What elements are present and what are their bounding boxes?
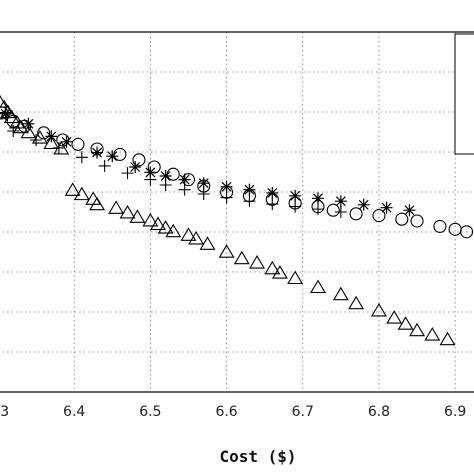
data-point-triangle bbox=[409, 322, 426, 337]
data-point-star bbox=[220, 180, 233, 193]
data-point-circle bbox=[132, 153, 146, 167]
data-point-star bbox=[197, 177, 210, 190]
data-point-plus bbox=[121, 167, 134, 180]
data-point-triangle bbox=[397, 316, 414, 330]
data-point-triangle bbox=[64, 182, 81, 196]
data-point-circle bbox=[395, 212, 409, 226]
data-point-plus bbox=[30, 134, 43, 146]
x-tick-label: 6.8 bbox=[368, 404, 390, 420]
data-point-star bbox=[312, 192, 324, 205]
data-point-star bbox=[357, 198, 370, 211]
data-point-triangle bbox=[119, 204, 136, 219]
data-point-circle bbox=[326, 203, 340, 217]
grid-lines bbox=[0, 32, 474, 392]
data-point-plus bbox=[75, 151, 88, 164]
data-point-triangle bbox=[310, 279, 326, 294]
data-point-circle bbox=[0, 106, 9, 120]
series-star bbox=[0, 107, 416, 217]
data-point-plus bbox=[197, 188, 210, 200]
data-point-triangle bbox=[439, 331, 456, 346]
x-tick-label: 6.9 bbox=[444, 404, 466, 420]
data-point-plus bbox=[243, 195, 256, 208]
legend-box bbox=[454, 33, 474, 155]
data-point-triangle bbox=[157, 220, 174, 234]
data-point-circle bbox=[410, 214, 424, 228]
data-point-plus bbox=[7, 125, 20, 137]
data-point-triangle bbox=[424, 327, 441, 341]
plot-area-frame bbox=[0, 31, 474, 393]
data-point-plus bbox=[178, 183, 191, 196]
data-point-circle bbox=[71, 137, 85, 151]
data-point-plus bbox=[98, 159, 111, 172]
data-point-triangle bbox=[287, 270, 304, 285]
data-point-circle bbox=[349, 207, 363, 221]
data-point-circle bbox=[37, 126, 51, 140]
data-point-triangle bbox=[89, 196, 106, 211]
data-point-triangle bbox=[271, 265, 288, 279]
data-point-star bbox=[144, 166, 157, 179]
data-point-triangle bbox=[188, 230, 205, 245]
data-point-circle bbox=[460, 225, 474, 239]
data-point-star bbox=[129, 161, 142, 173]
data-point-triangle bbox=[73, 186, 90, 201]
data-point-star bbox=[106, 150, 119, 163]
data-point-plus bbox=[334, 206, 347, 218]
x-tick-label: 6.6 bbox=[215, 404, 237, 420]
data-point-triangle bbox=[150, 216, 166, 231]
x-tick-label: 6.5 bbox=[139, 404, 161, 420]
x-tick-labels: 6.3 6.4 6.5 6.6 6.7 6.8 6.9 bbox=[0, 404, 466, 420]
data-point-star bbox=[0, 107, 12, 120]
data-point-triangle bbox=[370, 302, 387, 317]
legend-frame bbox=[454, 33, 474, 155]
data-point-triangle bbox=[249, 255, 266, 269]
data-point-star bbox=[243, 183, 256, 196]
data-point-star bbox=[334, 195, 347, 208]
data-point-plus bbox=[289, 200, 302, 213]
data-point-star bbox=[289, 189, 302, 202]
data-point-plus bbox=[266, 198, 279, 211]
x-axis-title: Cost ($) bbox=[219, 447, 296, 466]
data-point-star bbox=[178, 173, 191, 186]
series-plus bbox=[7, 125, 347, 218]
data-point-triangle bbox=[348, 295, 365, 310]
data-point-circle bbox=[372, 209, 386, 223]
data-point-plus bbox=[144, 173, 157, 186]
data-point-star bbox=[60, 135, 73, 148]
data-point-star bbox=[266, 186, 279, 199]
data-point-triangle bbox=[218, 244, 235, 258]
data-point-triangle bbox=[0, 94, 8, 108]
data-point-star bbox=[403, 204, 416, 217]
data-point-triangle bbox=[165, 223, 182, 238]
data-point-circle bbox=[433, 219, 447, 233]
data-point-triangle bbox=[332, 286, 349, 301]
data-point-triangle bbox=[129, 209, 146, 223]
series-layer bbox=[0, 94, 474, 346]
data-point-plus bbox=[220, 191, 233, 204]
data-point-star bbox=[159, 170, 172, 182]
data-point-triangle bbox=[180, 227, 197, 241]
data-point-triangle bbox=[142, 212, 159, 227]
data-point-triangle bbox=[43, 135, 60, 150]
data-point-star bbox=[45, 130, 58, 143]
data-point-triangle bbox=[20, 124, 37, 139]
x-tick-label: 6.4 bbox=[63, 404, 85, 420]
data-point-triangle bbox=[264, 260, 281, 275]
data-point-triangle bbox=[386, 310, 403, 324]
x-tick-label: 6.7 bbox=[292, 404, 314, 420]
data-point-plus bbox=[159, 179, 172, 191]
data-point-plus bbox=[52, 141, 65, 154]
data-point-triangle bbox=[199, 236, 216, 250]
data-point-plus bbox=[312, 203, 324, 216]
data-point-star bbox=[22, 117, 35, 130]
x-tick-label: 6.3 bbox=[0, 404, 9, 420]
data-point-triangle bbox=[233, 250, 250, 265]
data-point-triangle bbox=[108, 200, 125, 214]
data-point-star bbox=[380, 201, 393, 214]
data-point-star bbox=[91, 146, 104, 159]
data-point-triangle bbox=[12, 119, 29, 134]
